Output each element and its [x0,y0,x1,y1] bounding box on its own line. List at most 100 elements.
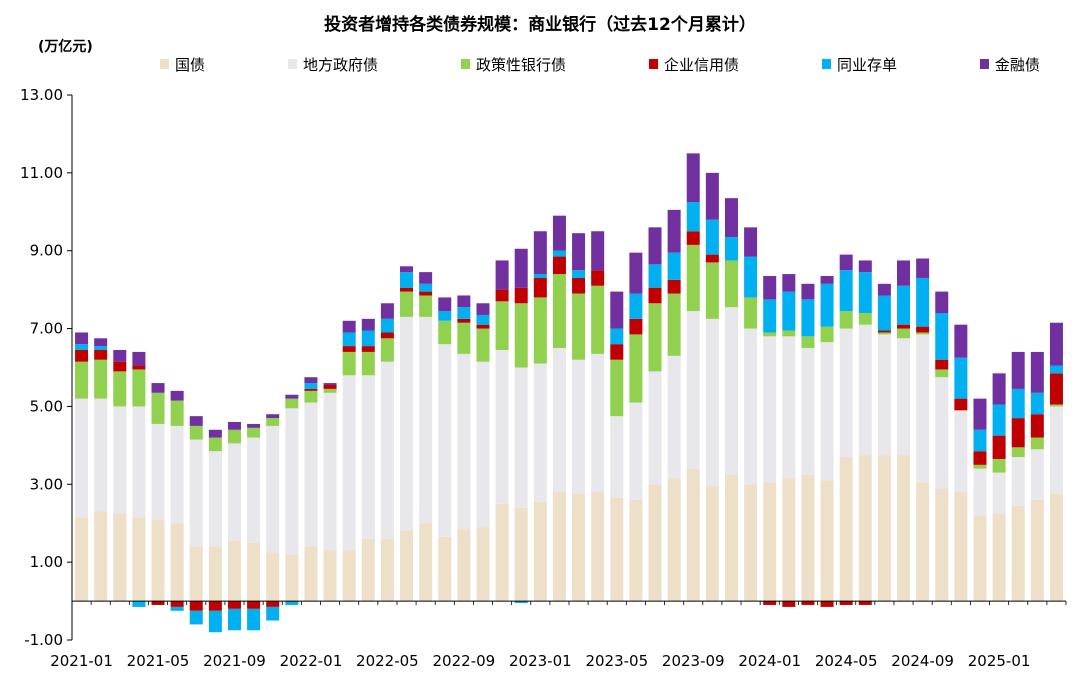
bar-segment [151,392,165,424]
bar-segment [839,328,853,458]
bar-segment [285,601,299,605]
bar-segment [763,601,777,605]
bar-segment [304,546,318,602]
bar-segment [189,610,203,625]
bar-segment [94,398,108,512]
bar-segment [839,270,853,312]
bar-segment [1049,365,1063,374]
legend-label: 同业存单 [836,55,897,74]
bar-segment [380,303,394,319]
bar-segment [400,316,414,531]
bar-segment [495,301,509,350]
bar-segment [400,272,414,288]
bar-segment [400,291,414,317]
bar-segment [877,330,891,333]
y-tick-label: 3.00 [30,475,63,493]
x-tick-label: 2024-05 [815,652,878,670]
bar-segment [113,406,127,514]
bar-segment [94,338,108,347]
bar-segment [266,418,280,426]
bar-segment [189,425,203,440]
bar-segment [935,377,949,489]
bar-segment [610,416,624,498]
bar-segment [247,423,261,428]
bar-segment [170,400,184,426]
x-tick-label: 2025-01 [968,652,1031,670]
bar-segment [705,172,719,220]
bar-segment [285,554,299,602]
bar-segment [591,231,605,271]
bar-segment [132,517,146,602]
legend-item: 同业存单 [821,54,897,75]
bar-segment [572,293,586,360]
bar-segment [132,369,146,407]
bar-segment [533,277,547,298]
legend-item: 国债 [160,54,205,75]
bar-segment [132,365,146,370]
bar-segment [533,363,547,502]
bar-segment [935,369,949,378]
bar-segment [208,429,222,438]
bar-segment [1049,404,1063,407]
bar-segment [476,303,490,315]
bar-segment [247,427,261,438]
bar-segment [438,320,452,345]
bar-segment [323,383,337,386]
bar-segment [686,244,700,312]
bar-segment [858,260,872,273]
bar-segment [744,297,758,329]
bar-segment [1011,418,1025,448]
bar-segment [94,346,108,350]
tick-labels-layer: -1.00 1.00 3.00 5.00 7.00 9.00 11.00 13.00 2021-… [20,86,1030,670]
x-tick-label: 2021-01 [50,652,113,670]
bar-segment [247,608,261,631]
bar-segment [992,513,1006,602]
bar-segment [361,346,375,352]
bar-segment [189,416,203,426]
bar-segment [782,601,796,607]
bar-segment [400,266,414,273]
legend-label: 地方政府债 [302,55,378,74]
bar-segment [419,283,433,292]
bar-segment [648,303,662,372]
bar-segment [514,248,528,288]
legend-item: 政策性银行债 [460,54,566,75]
bar-segment [75,332,89,345]
bar-segment [457,307,471,319]
bar-segment [113,513,127,602]
bar-segment [361,330,375,347]
bar-segment [552,256,566,275]
bar-segment [304,377,318,384]
bar-segment [572,233,586,271]
bar-segment [457,295,471,308]
y-tick-label: 1.00 [30,553,63,571]
bar-segment [227,601,241,609]
bar-segment [400,287,414,292]
bar-segment [916,334,930,483]
bar-segment [227,608,241,631]
bar-segment [591,492,605,602]
bar-segment [457,529,471,602]
bar-segment [361,538,375,602]
bar-segment [820,276,834,284]
y-tick-label: 13.00 [20,86,63,104]
bar-segment [438,311,452,321]
bar-segment [75,361,89,399]
legend-swatch [287,59,297,69]
bar-segment [304,390,318,403]
legend-item: 企业信用债 [648,54,739,75]
bar-segment [763,336,777,483]
bar-segment [457,353,471,530]
bar-segment [591,285,605,354]
bar-segment [227,429,241,444]
bar-segment [648,484,662,602]
bar-segment [610,344,624,360]
bar-segment [858,455,872,602]
bar-segment [724,474,738,602]
bar-segment [782,478,796,602]
bar-segment [897,260,911,286]
bar-segment [132,351,146,366]
bar-segment [801,348,815,475]
bar-segment [285,394,299,399]
bar-segment [648,227,662,265]
